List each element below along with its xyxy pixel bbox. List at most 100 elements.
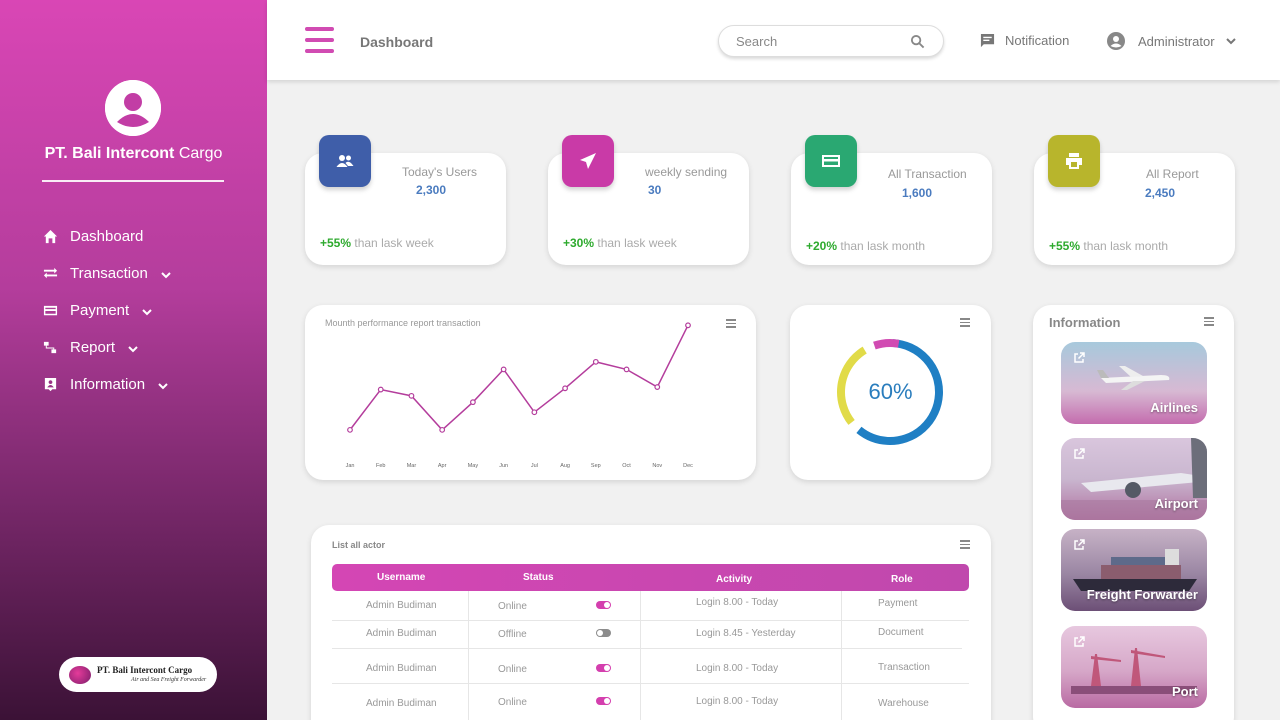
stat-card-weekly-sending: weekly sending 30 +30% than lask week: [548, 135, 749, 265]
table-row: Admin Budiman Online Login 8.00 - Today …: [366, 696, 929, 709]
header-status: Status: [523, 572, 554, 583]
menu-icon[interactable]: [960, 318, 970, 327]
column-divider: [468, 591, 469, 720]
sidebar-item-transaction[interactable]: Transaction: [42, 255, 232, 292]
status-toggle[interactable]: [596, 697, 611, 705]
chevron-down-icon: [160, 268, 172, 280]
menu-icon[interactable]: [726, 319, 736, 328]
stat-change: +55% than lask month: [1049, 239, 1169, 253]
info-card-freight-forwarder[interactable]: Freight Forwarder: [1061, 529, 1207, 611]
page-title: Dashboard: [360, 34, 434, 50]
data-point[interactable]: [500, 366, 507, 373]
data-point[interactable]: [623, 366, 630, 373]
information-title: Information: [1049, 315, 1121, 330]
info-icon: [42, 377, 58, 393]
x-tick-label: Apr: [438, 463, 447, 469]
column-divider: [640, 591, 641, 720]
cargo-ship-icon: [1073, 549, 1197, 591]
chevron-down-icon: [157, 379, 169, 391]
notification-button[interactable]: Notification: [980, 33, 1069, 48]
port-crane-icon: [1071, 648, 1197, 694]
airplane-icon: [1097, 366, 1170, 390]
data-point[interactable]: [531, 409, 538, 416]
sitemap-icon: [42, 340, 58, 356]
user-avatar-icon: [105, 80, 161, 136]
status-toggle[interactable]: [596, 629, 611, 637]
line-chart: Jan Feb Mar Apr May Jun Jul Aug Sep Oct Nov Dec: [346, 322, 693, 469]
status-toggle[interactable]: [596, 601, 611, 609]
x-tick-label: Sep: [591, 463, 601, 469]
menu-icon[interactable]: [1204, 317, 1214, 326]
chevron-down-icon: [1225, 38, 1236, 45]
donut-chart: [837, 339, 943, 446]
x-tick-label: Dec: [683, 463, 693, 469]
company-logo: PT. Bali Intercont Cargo Air and Sea Fre…: [59, 657, 217, 692]
x-tick-label: Nov: [652, 463, 662, 469]
chevron-down-icon: [141, 305, 153, 317]
chart-title: Mounth performance report transaction: [325, 318, 481, 328]
x-tick-label: Jan: [346, 463, 355, 469]
external-link-icon: [1074, 352, 1085, 363]
x-tick-label: Jul: [531, 463, 538, 469]
menu-icon[interactable]: [960, 540, 970, 549]
transfer-icon: [42, 266, 58, 282]
info-card-airport[interactable]: Airport: [1061, 438, 1207, 520]
table-row: Admin Budiman Offline Login 8.45 - Yeste…: [332, 619, 969, 649]
x-tick-label: Mar: [407, 463, 417, 469]
sidebar-item-report[interactable]: Report: [42, 329, 232, 366]
header-username: Username: [377, 572, 426, 583]
data-point[interactable]: [470, 399, 476, 406]
credit-card-icon: [805, 135, 857, 187]
x-tick-label: Aug: [560, 463, 570, 469]
table-row: Admin Budiman Online Login 8.00 - Today …: [332, 654, 969, 684]
data-point[interactable]: [439, 426, 446, 433]
stat-card-reports: All Report 2,450 +55% than lask month: [1034, 135, 1235, 265]
stat-card-transactions: All Transaction 1,600 +20% than lask mon…: [791, 135, 992, 265]
hamburger-menu-icon[interactable]: [305, 27, 334, 53]
data-point[interactable]: [562, 385, 568, 392]
search-input[interactable]: [736, 34, 896, 49]
data-point[interactable]: [347, 426, 353, 433]
sidebar-divider: [42, 180, 224, 182]
company-name: PT. Bali Intercont Cargo: [44, 145, 223, 162]
stat-change: +20% than lask month: [806, 239, 926, 253]
sidebar-item-information[interactable]: Information: [42, 366, 232, 403]
actor-list-panel: List all actor Username Status Activity …: [311, 525, 991, 720]
external-link-icon: [1074, 636, 1085, 647]
data-point[interactable]: [592, 358, 599, 365]
user-menu[interactable]: Administrator: [1107, 32, 1237, 50]
information-panel: Information Airlines Airport Freight For…: [1033, 305, 1234, 720]
logo-mark-icon: [69, 665, 91, 684]
stat-change: +55% than lask week: [320, 236, 434, 250]
top-header: Dashboard Notification Administrator: [267, 0, 1280, 80]
sidebar-item-payment[interactable]: Payment: [42, 292, 232, 329]
stat-card-users: Today's Users 2,300 +55% than lask week: [305, 135, 506, 265]
x-tick-label: May: [468, 463, 479, 469]
progress-donut-panel: 60%: [790, 305, 991, 480]
info-card-airlines[interactable]: Airlines: [1061, 342, 1207, 424]
header-role: Role: [891, 574, 913, 585]
external-link-icon: [1074, 448, 1085, 459]
search-icon[interactable]: [910, 34, 925, 49]
x-tick-label: Feb: [376, 463, 385, 469]
series-line: [349, 324, 689, 431]
status-toggle[interactable]: [596, 664, 611, 672]
message-icon: [980, 33, 995, 48]
account-circle-icon: [1107, 32, 1125, 50]
home-icon: [42, 229, 58, 245]
x-tick-label: Jun: [499, 463, 508, 469]
aircraft-jetway-icon: [1061, 438, 1207, 520]
table-title: List all actor: [332, 540, 386, 550]
sidebar: PT. Bali Intercont Cargo Dashboard Trans…: [0, 0, 267, 720]
printer-icon: [1048, 135, 1100, 187]
data-point[interactable]: [377, 386, 384, 393]
search-box: [718, 25, 944, 57]
data-point[interactable]: [408, 392, 415, 399]
data-point[interactable]: [685, 322, 691, 329]
header-activity: Activity: [716, 574, 753, 585]
info-card-port[interactable]: Port: [1061, 626, 1207, 708]
stat-change: +30% than lask week: [563, 236, 677, 250]
sidebar-item-dashboard[interactable]: Dashboard: [42, 218, 232, 255]
data-point[interactable]: [654, 384, 661, 390]
table-header: Username Status Activity Role: [332, 564, 969, 591]
